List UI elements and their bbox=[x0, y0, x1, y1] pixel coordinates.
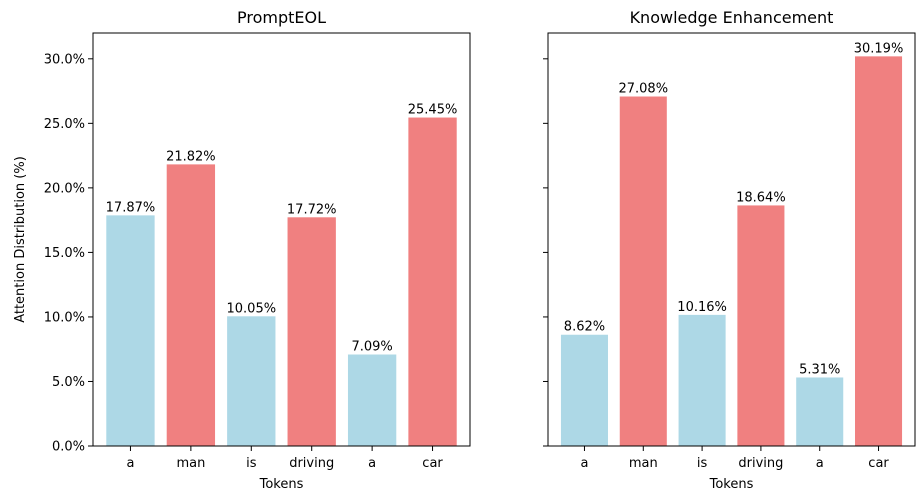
bar-a-0 bbox=[106, 215, 155, 446]
plot-frame bbox=[547, 32, 916, 447]
y-tick-label: 15.0% bbox=[44, 246, 85, 261]
chart-title: PromptEOL bbox=[237, 8, 326, 27]
data-label: 10.05% bbox=[227, 301, 277, 316]
y-tick-label: 5.0% bbox=[52, 375, 85, 390]
x-tick-label: a bbox=[816, 456, 824, 471]
bar-is-2 bbox=[227, 316, 276, 446]
chart-title: Knowledge Enhancement bbox=[630, 8, 834, 27]
x-tick-label: man bbox=[629, 456, 658, 471]
y-axis-label: Attention Distribution (%) bbox=[13, 156, 28, 323]
data-label: 8.62% bbox=[564, 320, 605, 335]
bar-a-4 bbox=[347, 354, 397, 446]
bar-car-5 bbox=[408, 117, 457, 446]
data-label: 17.87% bbox=[106, 200, 156, 215]
bar-car-5 bbox=[855, 56, 903, 446]
y-tick-label: 0.0% bbox=[52, 440, 85, 455]
x-tick-label: a bbox=[580, 456, 588, 471]
bar-a-0 bbox=[560, 334, 608, 446]
x-axis-label: Tokens bbox=[709, 477, 754, 492]
x-tick-label: driving bbox=[289, 456, 334, 471]
data-label: 10.16% bbox=[677, 300, 727, 315]
x-tick-label: driving bbox=[738, 456, 783, 471]
bar-driving-3 bbox=[287, 217, 336, 446]
data-label: 30.19% bbox=[854, 41, 904, 56]
bar-man-1 bbox=[166, 164, 216, 446]
bar-man-1 bbox=[619, 96, 667, 446]
data-label: 5.31% bbox=[799, 362, 840, 377]
x-axis-label: Tokens bbox=[259, 477, 304, 492]
y-tick-label: 20.0% bbox=[44, 181, 85, 196]
y-tick-label: 30.0% bbox=[44, 52, 85, 67]
y-tick-label: 10.0% bbox=[44, 310, 85, 325]
data-label: 18.64% bbox=[736, 190, 786, 205]
x-tick-label: a bbox=[368, 456, 376, 471]
y-tick-label: 25.0% bbox=[44, 117, 85, 132]
data-label: 7.09% bbox=[351, 339, 392, 354]
x-tick-label: car bbox=[422, 456, 443, 471]
bar-driving-3 bbox=[737, 205, 785, 446]
data-label: 21.82% bbox=[166, 149, 216, 164]
x-tick-label: is bbox=[246, 456, 257, 471]
x-tick-label: man bbox=[176, 456, 205, 471]
x-tick-label: car bbox=[868, 456, 889, 471]
plot-frame bbox=[92, 32, 471, 447]
data-label: 27.08% bbox=[618, 81, 668, 96]
data-label: 25.45% bbox=[408, 103, 458, 118]
data-label: 17.72% bbox=[287, 202, 337, 217]
x-tick-label: a bbox=[126, 456, 134, 471]
x-tick-label: is bbox=[697, 456, 708, 471]
bar-a-4 bbox=[796, 377, 844, 446]
bar-is-2 bbox=[678, 314, 726, 446]
